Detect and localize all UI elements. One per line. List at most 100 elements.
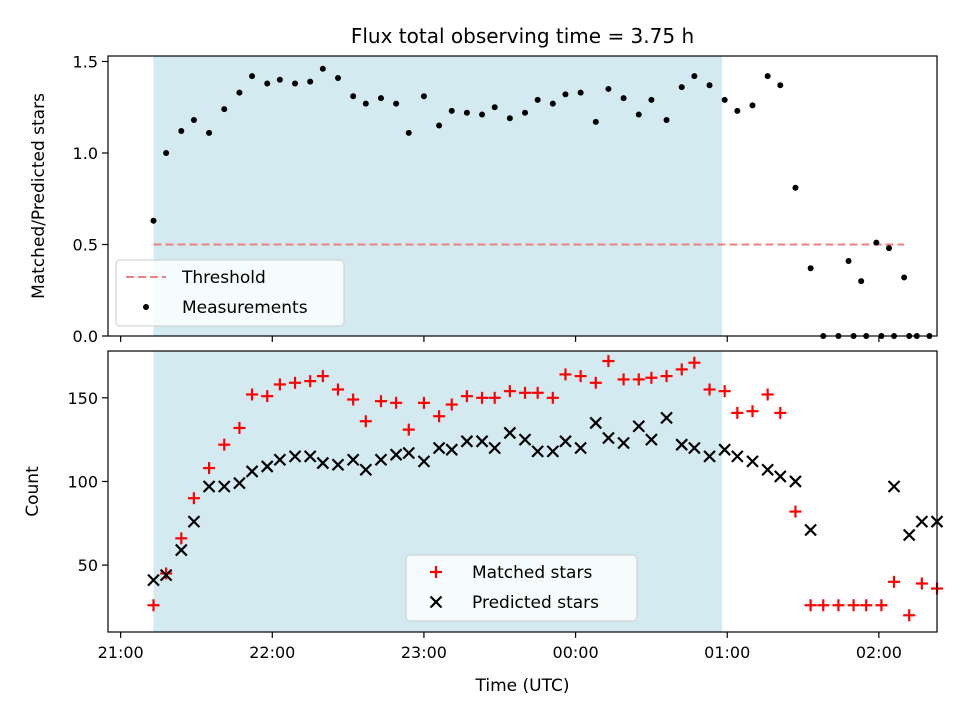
matched-star-point [359,415,372,428]
measurement-point [577,89,584,96]
matched-star-point [233,421,246,434]
matched-star-point [731,406,744,419]
measurement-point [648,96,655,103]
matched-star-point [761,388,774,401]
predicted-star-point [147,573,160,587]
predicted-star-point [389,448,403,461]
predicted-star-point [761,463,774,477]
matched-star-point [488,391,501,404]
legend-matched-swatch [430,566,442,578]
matched-star-point [789,505,802,518]
measurement-point [448,107,455,114]
predicted-star-point [488,441,501,455]
predicted-star-point [316,456,330,470]
predicted-star-point [602,431,615,445]
legend-measurements-label: Measurements [182,298,308,318]
x-tick-label: 21:00 [98,643,144,662]
predicted-star-point [217,480,231,493]
chart-title: Flux total observing time = 3.75 h [351,24,694,48]
matched-star-point [147,599,160,612]
matched-star-point [203,462,216,475]
measurement-point [150,217,157,224]
measurement-point [901,274,908,281]
measurement-point [190,117,197,124]
measurement-point [479,111,486,118]
predicted-star-point [546,445,560,458]
matched-star-point [546,391,559,404]
predicted-star-point [273,453,287,466]
predicted-star-point [804,523,817,537]
y-tick-label: 100 [67,472,98,491]
predicted-star-point [445,443,459,456]
measurement-point [178,128,185,135]
legend-box [405,554,638,622]
measurement-point [206,129,213,136]
measurement-point [562,91,569,98]
matched-star-point [645,371,658,384]
matched-star-point [374,395,387,408]
matched-star-point [915,577,928,590]
matched-star-point [660,370,673,383]
matched-star-point [246,388,259,401]
predicted-star-point [159,568,173,582]
matched-star-point [519,386,532,399]
predicted-star-point [359,463,373,477]
matched-star-point [347,393,360,406]
legend-box [115,259,345,327]
predicted-star-point [632,419,646,433]
measurement-point [592,118,599,125]
matched-star-point [304,375,317,388]
matched-star-point [559,368,572,381]
matched-star-point [632,373,645,386]
measurement-point [734,107,741,114]
measurement-point [436,122,443,129]
predicted-star-point [574,441,587,455]
y-tick-label: 150 [67,389,98,408]
predicted-star-point [660,411,673,425]
predicted-star-point [233,476,246,490]
measurement-point [749,102,756,109]
matched-star-point [460,390,473,403]
measurement-point [678,84,685,91]
measurement-point [319,65,326,72]
matched-star-point [445,398,458,411]
measurement-point [534,96,541,103]
matched-star-point [331,383,344,396]
predicted-star-point [202,480,216,493]
matched-star-point [175,532,188,545]
predicted-star-point [559,435,572,448]
matched-star-point [273,378,286,391]
predicted-star-point [703,450,716,463]
measurement-point [549,100,556,107]
matched-star-point [817,599,830,612]
matched-star-point [688,356,701,369]
matched-star-point [617,373,630,386]
matched-star-point [433,410,446,423]
predicted-star-point [303,450,317,463]
measurement-point [620,95,627,102]
matched-star-point [746,405,759,418]
predicted-star-point [245,465,259,478]
matched-star-point [804,599,817,612]
predicted-star-point [589,416,603,430]
matched-star-point [847,599,860,612]
matched-star-point [531,386,544,399]
measurement-point [522,109,529,116]
predicted-star-point [731,450,744,463]
measurement-point [362,100,369,107]
legend-threshold-label: Threshold [181,268,266,288]
matched-star-point [476,391,489,404]
measurement-point [307,78,314,85]
measurement-point [491,104,498,111]
predicted-star-point [902,528,916,542]
legend-matched-label: Matched stars [472,563,592,583]
predicted-star-point [331,458,345,472]
measurement-point [264,80,271,87]
predicted-star-point [645,433,658,446]
measurement-point [691,73,698,80]
matched-star-point [574,370,587,383]
predicted-star-point [432,441,446,455]
matched-star-point [875,599,888,612]
predicted-star-point [402,446,416,460]
measurement-point [292,80,299,87]
